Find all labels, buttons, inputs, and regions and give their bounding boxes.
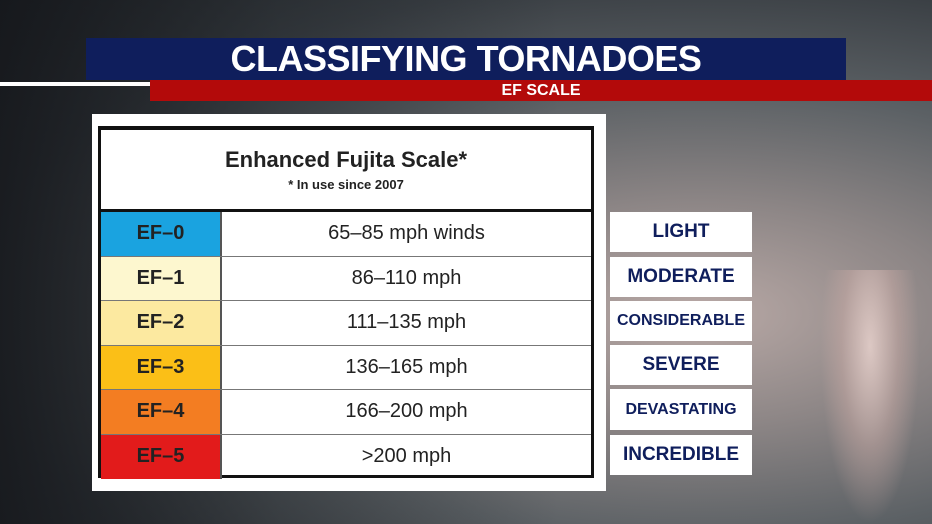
ef-scale-table: Enhanced Fujita Scale* * In use since 20… (92, 114, 606, 491)
category-cell: EF–1 (101, 256, 222, 300)
subtitle-banner: EF SCALE (150, 80, 932, 101)
wind-speed-cell: >200 mph (361, 445, 452, 468)
wind-speed-cell: 136–165 mph (345, 355, 468, 378)
page-subtitle: EF SCALE (501, 81, 581, 99)
table-row: EF–4 166–200 mph (101, 390, 591, 435)
category-cell: EF–0 (101, 212, 222, 256)
descriptor-devastating: DEVASTATING (610, 389, 752, 430)
ef-scale-header: Enhanced Fujita Scale* * In use since 20… (101, 130, 591, 212)
table-row: EF–1 86–110 mph (101, 256, 591, 301)
category-cell: EF–2 (101, 301, 222, 345)
table-row: EF–3 136–165 mph (101, 345, 591, 390)
ef-scale-note: * In use since 2007 (288, 177, 404, 192)
descriptor-considerable: CONSIDERABLE (610, 301, 752, 341)
table-row: EF–5 >200 mph (101, 434, 591, 479)
page-title: CLASSIFYING TORNADOES (230, 38, 702, 79)
category-cell: EF–5 (101, 434, 222, 479)
category-cell: EF–3 (101, 345, 222, 389)
title-banner: CLASSIFYING TORNADOES (86, 38, 846, 80)
category-cell: EF–4 (101, 390, 222, 434)
descriptor-severe: SEVERE (610, 345, 752, 385)
descriptor-moderate: MODERATE (610, 257, 752, 297)
wind-speed-cell: 86–110 mph (351, 266, 462, 289)
table-row: EF–2 111–135 mph (101, 301, 591, 346)
descriptor-incredible: INCREDIBLE (610, 435, 752, 475)
wind-speed-cell: 65–85 mph winds (328, 222, 485, 245)
background-tornado-image (820, 270, 920, 524)
wind-speed-cell: 111–135 mph (346, 311, 467, 334)
ef-scale-frame: Enhanced Fujita Scale* * In use since 20… (98, 126, 594, 479)
wind-speed-cell: 166–200 mph (345, 400, 468, 423)
descriptor-light: LIGHT (610, 212, 752, 252)
table-row: EF–0 65–85 mph winds (101, 212, 591, 257)
ef-scale-heading: Enhanced Fujita Scale* (224, 147, 468, 172)
divider-line (0, 82, 150, 86)
